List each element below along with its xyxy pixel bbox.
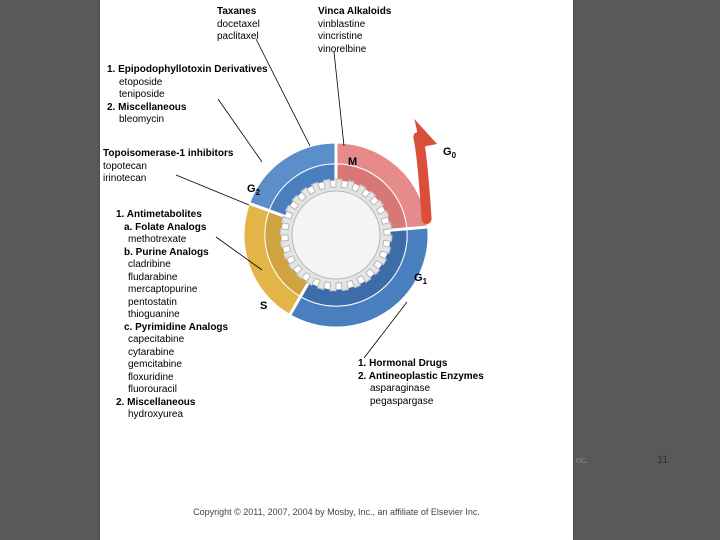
group-vinca: Vinca Alkaloidsvinblastinevincristinevin… [318, 6, 391, 56]
line: floxuridine [128, 372, 228, 385]
line: capecitabine [128, 334, 228, 347]
line: fluorouracil [128, 384, 228, 397]
line: thioguanine [128, 309, 228, 322]
line: etoposide [119, 77, 268, 90]
line: cytarabine [128, 347, 228, 360]
line: 2. Miscellaneous [107, 102, 268, 115]
line: 1. Hormonal Drugs [358, 358, 484, 371]
group-header: Taxanes [217, 6, 260, 19]
phase-G1: G1 [414, 272, 427, 286]
line: c. Pyrimidine Analogs [124, 322, 228, 335]
line: hydroxyurea [128, 409, 228, 422]
line: 2. Miscellaneous [116, 397, 228, 410]
group-header: Vinca Alkaloids [318, 6, 391, 19]
phase-G0: G0 [443, 146, 456, 160]
line: asparaginase [370, 383, 484, 396]
group-hormonal: 1. Hormonal Drugs2. Antineoplastic Enzym… [358, 358, 484, 408]
phase-G2: G2 [247, 183, 260, 197]
line: cladribine [128, 259, 228, 272]
line: 1. Epipodophyllotoxin Derivatives [107, 64, 268, 77]
line: a. Folate Analogs [124, 222, 228, 235]
line: 2. Antineoplastic Enzymes [358, 371, 484, 384]
line: methotrexate [128, 234, 228, 247]
group-antimetab: 1. Antimetabolitesa. Folate Analogsmetho… [116, 209, 228, 422]
drug-item: docetaxel [217, 19, 260, 32]
drug-item: vinorelbine [318, 44, 391, 57]
line: fludarabine [128, 272, 228, 285]
page-number: 11 [657, 454, 668, 466]
line: irinotecan [103, 173, 233, 186]
copyright-footer: Copyright © 2011, 2007, 2004 by Mosby, I… [100, 507, 573, 517]
line: topotecan [103, 161, 233, 174]
content-panel: M G1 S G2 G0 Taxanesdocetaxelpaclitaxel Vinca … [100, 0, 573, 540]
group-epipodo: 1. Epipodophyllotoxin Derivativesetoposi… [107, 64, 268, 127]
line: mercaptopurine [128, 284, 228, 297]
line: pegaspargase [370, 396, 484, 409]
phase-S: S [260, 300, 267, 312]
affiliate-fragment: nc. [576, 455, 588, 465]
group-topo: Topoisomerase-1 inhibitorstopotecanirino… [103, 148, 233, 186]
line: 1. Antimetabolites [116, 209, 228, 222]
line: teniposide [119, 89, 268, 102]
slide: M G1 S G2 G0 Taxanesdocetaxelpaclitaxel Vinca … [0, 0, 720, 540]
line: gemcitabine [128, 359, 228, 372]
line: bleomycin [119, 114, 268, 127]
drug-item: vinblastine [318, 19, 391, 32]
phase-M: M [348, 156, 357, 168]
line: pentostatin [128, 297, 228, 310]
line: Topoisomerase-1 inhibitors [103, 148, 233, 161]
drug-item: vincristine [318, 31, 391, 44]
drug-item: paclitaxel [217, 31, 260, 44]
group-taxanes: Taxanesdocetaxelpaclitaxel [217, 6, 260, 44]
line: b. Purine Analogs [124, 247, 228, 260]
